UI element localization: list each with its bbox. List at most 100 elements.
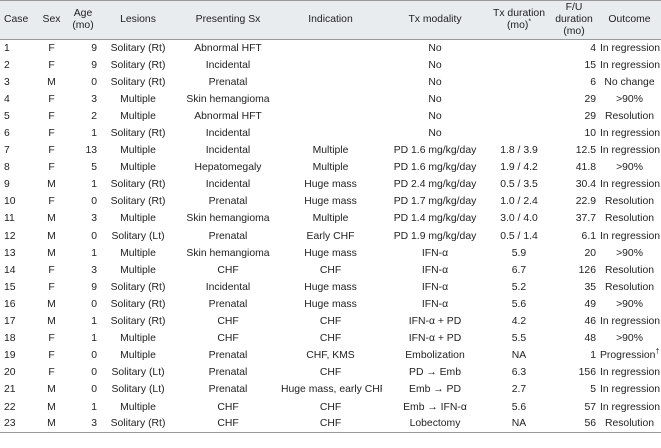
cell-tx-modality: PD 1.4 mg/kg/day xyxy=(393,213,477,225)
cell-indication xyxy=(279,74,382,91)
cell-tx-duration: 5.9 xyxy=(511,247,527,259)
cell-tx-modality: No xyxy=(428,93,442,105)
table-row: 17 M 1 Solitary (Rt) CHF CHF IFN-α + PD 4.2 46 In… xyxy=(0,313,661,330)
cell-tx-duration: NA xyxy=(511,350,527,362)
cell-tx-duration: NA xyxy=(511,418,527,430)
cell-sex: M xyxy=(47,179,56,191)
cell-fu-duration: 12.5 xyxy=(575,145,596,157)
cell-case: 19 xyxy=(4,350,16,362)
cell-lesions: Solitary (Lt) xyxy=(111,384,165,396)
cell-presenting-sx: CHF xyxy=(217,264,239,276)
cell-lesions: Multiple xyxy=(120,145,156,157)
cell-lesions: Solitary (Rt) xyxy=(110,196,166,208)
cell-tx-duration: 5.5 xyxy=(511,333,527,345)
cell-indication: CHF xyxy=(319,367,342,379)
cell-sex: M xyxy=(47,298,56,310)
cell-tx-duration: 4.2 xyxy=(511,316,527,328)
cell-presenting-sx: Incidental xyxy=(205,281,251,293)
cell-outcome: >90% xyxy=(616,162,643,174)
cell-lesions: Multiple xyxy=(120,93,156,105)
cell-age: 3 xyxy=(91,418,97,430)
cell-indication: Multiple xyxy=(312,162,349,174)
header-tx-modality: Tx modality xyxy=(408,14,462,25)
table-row: 11 M 3 Multiple Skin hemangioma Multiple PD 1.… xyxy=(0,210,661,227)
cell-tx-modality: Emb → PD xyxy=(409,384,461,396)
cell-outcome: In regression xyxy=(600,179,661,191)
cell-outcome: Resolution xyxy=(604,281,655,293)
cell-age: 9 xyxy=(91,59,97,71)
cell-case: 4 xyxy=(4,93,10,105)
cell-fu-duration: 5 xyxy=(590,384,596,396)
cell-indication: CHF xyxy=(319,316,342,328)
cell-presenting-sx: Incidental xyxy=(205,145,251,157)
cell-case: 13 xyxy=(4,247,16,259)
cell-tx-duration xyxy=(488,108,550,125)
cell-fu-duration: 41.8 xyxy=(575,162,596,174)
cell-lesions: Multiple xyxy=(120,213,156,225)
cell-age: 3 xyxy=(91,93,97,105)
table-row: 22 M 1 Multiple CHF CHF Emb → IFN-α 5.6 57 In reg… xyxy=(0,398,661,415)
cell-presenting-sx: Prenatal xyxy=(208,298,248,310)
cell-case: 9 xyxy=(4,179,10,191)
cell-lesions: Solitary (Rt) xyxy=(110,42,166,54)
cell-tx-duration xyxy=(488,57,550,74)
table-row: 3 M 0 Solitary (Rt) Prenatal No 6 No change xyxy=(0,74,661,91)
cell-tx-modality: No xyxy=(428,110,442,122)
cell-outcome: In regression xyxy=(600,128,661,140)
cell-fu-duration: 29 xyxy=(584,110,596,122)
cell-presenting-sx: CHF xyxy=(217,401,239,413)
cell-case: 18 xyxy=(4,333,16,345)
cell-age: 0 xyxy=(91,76,97,88)
cell-sex: M xyxy=(47,418,56,430)
cell-presenting-sx: Prenatal xyxy=(208,76,248,88)
cell-age: 0 xyxy=(91,298,97,310)
cell-outcome: Progression† xyxy=(600,348,660,362)
cell-fu-duration: 29 xyxy=(584,93,596,105)
cell-tx-duration: 2.7 xyxy=(511,384,527,396)
cell-case: 23 xyxy=(4,418,16,430)
cell-lesions: Multiple xyxy=(120,401,156,413)
cell-outcome: In regression xyxy=(600,384,661,396)
table-row: 4 F 3 Multiple Skin hemangioma No 29 >90% xyxy=(0,91,661,108)
cell-indication: Huge mass xyxy=(304,196,357,208)
cell-case: 6 xyxy=(4,128,10,140)
cell-indication: Huge mass xyxy=(304,281,357,293)
table-row: 6 F 1 Solitary (Rt) Incidental No 10 In regress… xyxy=(0,125,661,142)
cell-fu-duration: 6.1 xyxy=(581,230,596,242)
table-row: 5 F 2 Multiple Abnormal HFT No 29 Resolution xyxy=(0,108,661,125)
cell-fu-duration: 22.9 xyxy=(575,196,596,208)
table-row: 2 F 9 Solitary (Rt) Incidental No 15 In regress… xyxy=(0,57,661,74)
cell-sex: F xyxy=(48,281,55,293)
cell-age: 1 xyxy=(91,401,97,413)
cell-case: 3 xyxy=(4,76,10,88)
cell-case: 2 xyxy=(4,59,10,71)
cell-tx-duration: 0.5 / 1.4 xyxy=(500,230,538,242)
cell-presenting-sx: CHF xyxy=(217,333,239,345)
table-row: 18 F 1 Multiple CHF CHF IFN-α + PD 5.5 48 >90% xyxy=(0,330,661,347)
cell-tx-modality: No xyxy=(428,59,442,71)
cell-tx-duration: 6.3 xyxy=(511,367,527,379)
cell-presenting-sx: Skin hemangioma xyxy=(186,247,270,259)
cell-outcome: In regression xyxy=(600,42,661,54)
cell-tx-modality: PD 1.6 mg/kg/day xyxy=(393,162,477,174)
cell-indication: Huge mass, early CHF xyxy=(281,384,382,396)
cell-tx-modality: No xyxy=(428,128,442,140)
cell-presenting-sx: Prenatal xyxy=(208,367,248,379)
cell-fu-duration: 4 xyxy=(590,42,596,54)
table-row: 23 M 3 Solitary (Rt) CHF CHF Lobectomy NA 56 Reso… xyxy=(0,416,661,433)
cell-outcome: In regression xyxy=(600,59,661,71)
cell-fu-duration: 48 xyxy=(584,333,596,345)
header-fu-duration: F/U duration (mo) xyxy=(555,2,593,37)
cell-indication xyxy=(279,125,382,142)
cell-lesions: Solitary (Rt) xyxy=(110,76,166,88)
cell-indication xyxy=(279,57,382,74)
cell-fu-duration: 30.4 xyxy=(575,179,596,191)
cell-outcome: >90% xyxy=(616,247,643,259)
cell-tx-modality: PD 1.6 mg/kg/day xyxy=(393,145,477,157)
cell-outcome: Resolution xyxy=(604,110,655,122)
cell-tx-modality: PD 2.4 mg/kg/day xyxy=(393,179,477,191)
cell-tx-duration: 1.9 / 4.2 xyxy=(500,162,538,174)
cell-age: 1 xyxy=(91,333,97,345)
cell-fu-duration: 37.7 xyxy=(575,213,596,225)
cell-lesions: Solitary (Rt) xyxy=(110,59,166,71)
